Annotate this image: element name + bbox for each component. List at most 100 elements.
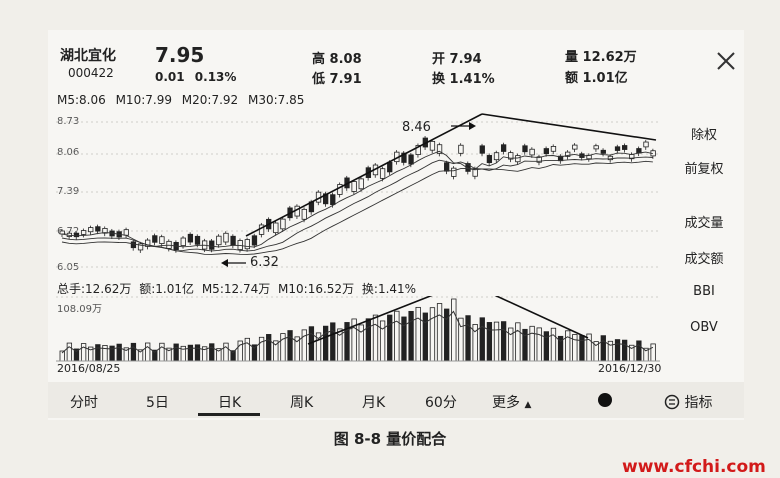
volume-bar	[244, 337, 250, 362]
high-value: 8.08	[329, 52, 362, 67]
candle-body	[73, 232, 80, 238]
volume-bar	[522, 328, 528, 362]
candle-body	[593, 145, 599, 150]
volume-chart	[56, 296, 660, 362]
record-dot-icon[interactable]	[598, 393, 612, 407]
low-value: 7.91	[329, 72, 362, 87]
tab-5day[interactable]: 5日	[146, 395, 169, 411]
candle-body	[529, 148, 535, 156]
tab-more[interactable]: 更多 ▲	[492, 392, 531, 412]
price-axis-label: 6.72	[57, 226, 80, 237]
candle-body	[273, 222, 279, 234]
tab-weekly-k[interactable]: 周K	[290, 395, 314, 411]
sidebar-item-obv[interactable]: OBV	[690, 320, 718, 335]
volume-bar	[636, 340, 642, 362]
volume-bar	[372, 314, 379, 362]
open-price: 开 7.94	[432, 48, 482, 67]
volume-bar	[650, 343, 656, 362]
indicator-icon	[664, 394, 680, 410]
sidebar-item-bbi[interactable]: BBI	[693, 284, 715, 299]
candle-body	[209, 240, 215, 250]
candle-body	[401, 152, 407, 163]
volume-bar	[301, 329, 307, 362]
turnover-label: 换	[432, 72, 446, 87]
tab-60min[interactable]: 60分	[425, 395, 457, 411]
indicator-button[interactable]: 指标	[664, 392, 712, 412]
volume-bar	[500, 321, 507, 362]
tab-daily-k[interactable]: 日K	[218, 395, 242, 411]
volume-bar	[415, 306, 421, 362]
volume-bar	[95, 344, 101, 362]
candle-body	[351, 181, 357, 192]
candle-body	[572, 144, 578, 150]
candle-body	[458, 144, 464, 154]
sidebar-item-amount[interactable]: 成交额	[684, 252, 724, 267]
volume-up-trend-line	[307, 296, 433, 345]
ma5-label: M5:8.06	[57, 93, 106, 107]
period-tab-bar	[48, 382, 744, 418]
volume-bar	[536, 327, 542, 362]
candle-body	[508, 152, 514, 160]
candle-body	[479, 145, 485, 154]
turnover-rate: 换 1.41%	[432, 68, 495, 87]
candle-body	[493, 152, 500, 161]
volume-bar	[422, 312, 428, 362]
turnover-value: 1.41%	[449, 72, 495, 87]
candle-body	[536, 156, 542, 163]
stock-name: 湖北宜化	[60, 48, 116, 64]
candle-body	[600, 149, 606, 154]
sidebar-item-volume[interactable]: 成交量	[684, 216, 724, 231]
volume-bar	[429, 307, 436, 362]
volume-bar	[209, 343, 215, 362]
candle-body	[137, 243, 144, 251]
volume-bar	[194, 344, 201, 362]
volume-bar	[130, 342, 137, 362]
close-button[interactable]	[713, 48, 739, 74]
volume-bar	[187, 344, 194, 362]
volume-bar	[614, 339, 621, 362]
candle-body	[323, 193, 329, 205]
candle-body	[301, 208, 307, 220]
candle-body	[123, 229, 129, 236]
tab-monthly-k[interactable]: 月K	[362, 395, 386, 411]
candle-body	[187, 233, 194, 243]
volume-bar	[479, 317, 485, 362]
candle-body	[643, 141, 649, 148]
volume-bar	[287, 330, 293, 362]
volume-bars-group	[59, 298, 656, 362]
candle-body	[180, 237, 186, 246]
open-value: 7.94	[449, 52, 482, 67]
volume-bar	[280, 333, 286, 362]
ma-lines-group	[61, 150, 653, 255]
volume-bar	[401, 316, 407, 362]
volume-turnover: 换:1.41%	[361, 282, 417, 296]
site-watermark: www.cfchi.com	[622, 457, 766, 477]
top-trend-line	[481, 113, 657, 141]
price-axis-label: 8.73	[57, 116, 80, 127]
candle-body	[251, 235, 258, 246]
tab-timeshare[interactable]: 分时	[70, 395, 98, 411]
candle-body	[614, 146, 621, 151]
volume-bar	[579, 335, 585, 362]
candle-body	[379, 168, 386, 179]
sidebar-item-ex-rights[interactable]: 除权	[690, 128, 717, 143]
open-label: 开	[432, 52, 446, 67]
volume-bar	[330, 322, 336, 362]
volume-bar	[565, 330, 571, 362]
volume-bar	[486, 322, 493, 362]
candle-body	[152, 235, 158, 243]
volume-total: 总手:12.62万	[57, 282, 132, 296]
candle-body	[80, 230, 87, 235]
candle-body	[550, 145, 557, 152]
sidebar-item-forward-adjust[interactable]: 前复权	[684, 162, 724, 177]
volume-bar	[515, 322, 521, 362]
volume-bar	[387, 314, 393, 362]
low-arrow-head	[221, 259, 228, 267]
volume-bar	[408, 310, 414, 362]
volume-bar	[379, 320, 386, 362]
low-price: 低 7.91	[312, 68, 362, 87]
caret-up-icon: ▲	[524, 400, 532, 410]
volume-bar	[529, 325, 535, 362]
volume-bar	[493, 321, 500, 362]
low-annotation: 6.32	[250, 255, 279, 270]
